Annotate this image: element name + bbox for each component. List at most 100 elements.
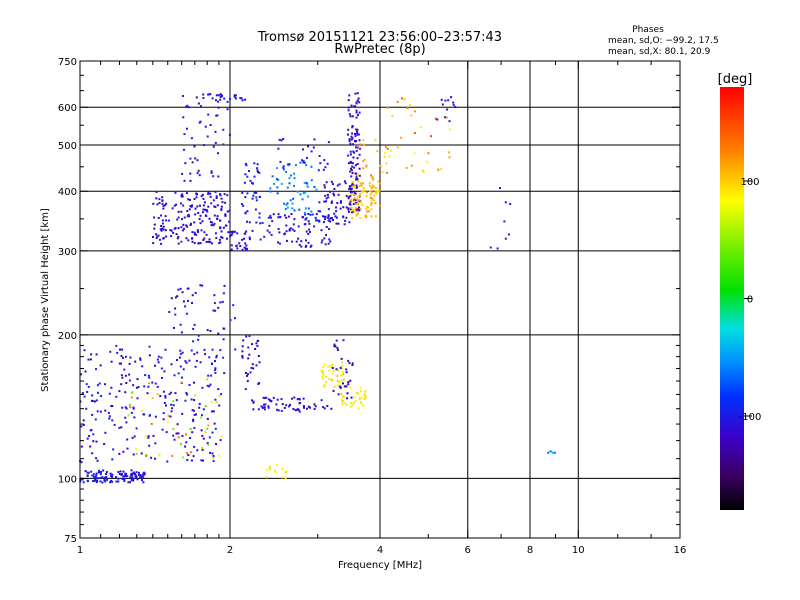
echo-point: [328, 378, 331, 381]
echo-point: [109, 481, 112, 484]
echo-point: [187, 299, 189, 302]
echo-point: [192, 455, 195, 458]
echo-point: [269, 187, 272, 190]
echo-point: [165, 431, 168, 434]
echo-point: [214, 371, 217, 374]
colorbar-unit-label: [deg]: [718, 72, 753, 87]
echo-point: [161, 202, 164, 205]
echo-point: [333, 212, 336, 215]
echo-point: [135, 471, 138, 474]
echo-point: [176, 237, 179, 240]
echo-point: [376, 190, 379, 193]
echo-point: [145, 455, 148, 457]
echo-point: [246, 192, 249, 195]
echo-point: [289, 227, 292, 230]
echo-point: [331, 183, 334, 186]
echo-point: [160, 225, 163, 227]
echo-point: [340, 398, 343, 401]
echo-point: [212, 457, 215, 459]
echo-point: [161, 428, 164, 431]
echo-point: [198, 174, 201, 177]
echo-point: [348, 202, 351, 205]
echo-point: [137, 474, 140, 477]
echo-point: [328, 217, 331, 220]
echo-point: [118, 426, 121, 429]
echo-point: [113, 423, 116, 426]
echo-point: [87, 385, 90, 388]
echo-point: [267, 406, 270, 409]
echo-point: [169, 229, 172, 232]
echo-point: [277, 241, 279, 244]
echo-point: [364, 395, 367, 398]
echo-point: [293, 209, 296, 212]
echo-point: [340, 200, 342, 203]
echo-point: [201, 386, 204, 389]
echo-point: [211, 452, 214, 455]
echo-point: [246, 374, 248, 377]
echo-point: [95, 481, 98, 483]
echo-point: [446, 108, 449, 111]
echo-point: [112, 448, 115, 451]
echo-point: [86, 474, 89, 477]
echo-point: [213, 302, 216, 305]
echo-point: [171, 207, 174, 210]
echo-point: [234, 317, 236, 320]
echo-point: [156, 385, 159, 388]
echo-point: [358, 139, 361, 142]
echo-point: [162, 228, 165, 231]
echo-point: [181, 193, 184, 196]
echo-point: [174, 307, 177, 310]
echo-point: [339, 366, 342, 369]
echo-point: [118, 390, 121, 393]
echo-point: [236, 247, 239, 250]
echo-point: [350, 167, 352, 170]
echo-point: [322, 378, 324, 380]
echo-point: [117, 480, 120, 483]
echo-point: [349, 170, 352, 173]
echo-point: [359, 193, 362, 196]
echo-point: [248, 221, 251, 224]
echo-point: [265, 469, 268, 472]
echo-point: [351, 183, 354, 186]
echo-point: [305, 244, 308, 247]
y-tick-label: 750: [58, 57, 77, 68]
echo-point: [158, 201, 161, 204]
echo-point: [323, 215, 326, 218]
echo-point: [89, 445, 92, 448]
echo-point: [347, 106, 350, 109]
echo-point: [335, 216, 338, 219]
echo-point: [207, 192, 210, 195]
echo-point: [189, 157, 192, 160]
echo-point: [192, 327, 195, 330]
echo-point: [123, 368, 126, 371]
echo-point: [454, 106, 457, 108]
echo-point: [201, 193, 204, 196]
echo-point: [370, 186, 373, 189]
echo-point: [266, 229, 269, 232]
echo-point: [135, 427, 138, 430]
echo-point: [111, 458, 114, 461]
echo-point: [84, 470, 87, 473]
echo-point: [81, 478, 84, 481]
echo-point: [355, 173, 358, 176]
echo-point: [179, 443, 182, 446]
echo-point: [378, 190, 381, 193]
echo-point: [210, 400, 213, 403]
echo-point: [448, 156, 451, 159]
echo-point: [186, 192, 188, 195]
echo-point: [134, 473, 136, 475]
echo-point: [362, 138, 365, 141]
echo-point: [109, 350, 112, 353]
echo-point: [222, 128, 225, 131]
echo-point: [193, 242, 196, 245]
echo-point: [194, 365, 197, 368]
echo-point: [350, 169, 353, 172]
echo-point: [504, 201, 507, 204]
echo-point: [553, 451, 556, 454]
echo-point: [251, 363, 254, 366]
echo-point: [170, 403, 173, 406]
echo-point: [298, 208, 301, 211]
echo-point: [355, 146, 357, 149]
echo-point: [185, 452, 188, 455]
echo-point: [355, 111, 358, 114]
